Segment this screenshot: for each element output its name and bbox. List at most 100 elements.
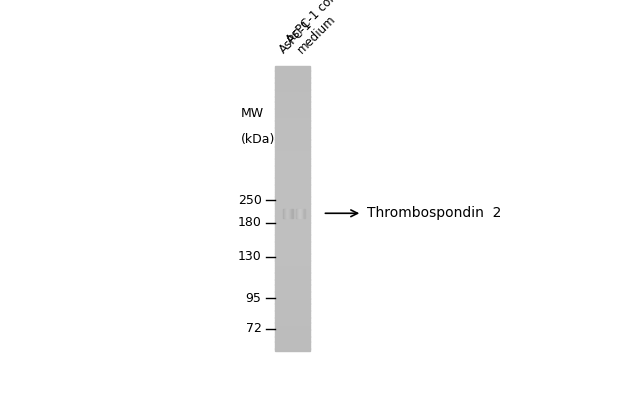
Bar	[275, 184, 310, 187]
Bar	[275, 156, 310, 158]
Bar	[275, 132, 310, 135]
Bar	[275, 287, 310, 289]
Bar	[275, 199, 310, 201]
Bar	[275, 239, 310, 242]
Bar	[275, 284, 310, 287]
Bar	[275, 189, 310, 192]
Bar	[275, 244, 310, 247]
Bar	[275, 227, 310, 230]
Bar	[275, 237, 310, 239]
Bar	[275, 87, 310, 90]
Text: 250: 250	[238, 194, 261, 207]
Bar	[275, 106, 310, 109]
Bar	[275, 346, 310, 349]
Bar	[275, 77, 310, 80]
Bar	[275, 296, 310, 299]
Bar	[275, 208, 310, 211]
Bar	[275, 158, 310, 161]
Bar	[275, 130, 310, 132]
Bar	[275, 175, 310, 178]
Bar	[275, 123, 310, 125]
Bar	[275, 263, 310, 265]
Bar	[275, 322, 310, 325]
Bar	[275, 94, 310, 97]
Bar	[275, 246, 310, 249]
Bar	[275, 116, 310, 118]
Bar	[275, 241, 310, 244]
Bar	[275, 177, 310, 180]
Bar	[275, 348, 310, 351]
Bar	[275, 310, 310, 313]
Bar	[275, 84, 310, 87]
Bar	[275, 275, 310, 277]
Bar	[275, 272, 310, 275]
Bar	[275, 215, 310, 218]
Bar	[275, 206, 310, 208]
Bar	[275, 341, 310, 344]
Bar	[275, 144, 310, 147]
Bar	[275, 97, 310, 99]
Bar	[275, 161, 310, 163]
Bar	[275, 220, 310, 223]
Bar	[275, 203, 310, 206]
Bar	[275, 280, 310, 282]
Bar	[275, 99, 310, 102]
Bar	[275, 234, 310, 237]
Bar	[275, 146, 310, 149]
Bar	[275, 120, 310, 123]
Bar	[275, 80, 310, 82]
Bar	[275, 168, 310, 171]
Bar	[275, 125, 310, 128]
Bar	[275, 232, 310, 235]
Bar	[275, 218, 310, 220]
Bar	[275, 313, 310, 315]
Bar	[275, 127, 310, 130]
Bar	[275, 334, 310, 337]
Bar	[275, 256, 310, 258]
Bar	[275, 289, 310, 292]
Bar	[275, 267, 310, 270]
Bar	[275, 111, 310, 114]
Bar	[275, 298, 310, 301]
Bar	[275, 89, 310, 92]
Bar	[275, 303, 310, 306]
Text: 130: 130	[238, 250, 261, 263]
Bar	[275, 248, 310, 251]
Text: 95: 95	[246, 292, 261, 305]
Bar	[275, 337, 310, 339]
Bar	[275, 223, 310, 225]
Bar	[275, 191, 310, 194]
Text: 180: 180	[238, 216, 261, 229]
Bar	[275, 170, 310, 173]
Bar	[275, 213, 310, 215]
Bar	[275, 201, 310, 204]
Bar	[275, 277, 310, 280]
Bar	[275, 339, 310, 342]
Bar	[275, 344, 310, 346]
Bar	[275, 92, 310, 94]
Bar	[275, 306, 310, 308]
Bar	[275, 194, 310, 197]
Bar	[275, 139, 310, 142]
Bar	[275, 260, 310, 263]
Text: 72: 72	[246, 322, 261, 335]
Bar	[275, 68, 310, 71]
Bar	[275, 109, 310, 111]
Bar	[275, 253, 310, 256]
Bar	[275, 149, 310, 151]
Bar	[275, 134, 310, 137]
Bar	[275, 317, 310, 320]
Bar	[275, 320, 310, 322]
Bar	[275, 104, 310, 106]
Bar	[275, 291, 310, 294]
Text: AsPC-1 conditioned
medium: AsPC-1 conditioned medium	[284, 0, 385, 56]
Bar	[275, 75, 310, 78]
Bar	[275, 180, 310, 182]
Text: (kDa): (kDa)	[241, 133, 275, 146]
Bar	[275, 258, 310, 261]
Bar	[275, 230, 310, 232]
Bar	[275, 113, 310, 116]
Text: MW: MW	[241, 107, 264, 120]
Bar	[275, 270, 310, 272]
Bar	[275, 251, 310, 254]
